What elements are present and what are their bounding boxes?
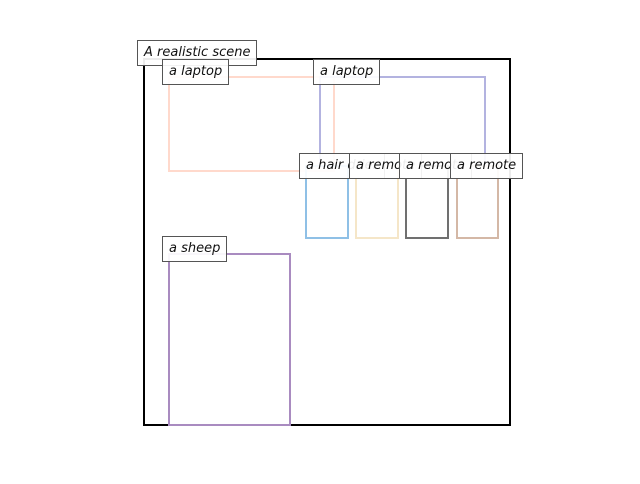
- label-laptop-1: a laptop: [162, 59, 230, 85]
- label-laptop-2: a laptop: [313, 59, 381, 85]
- box-laptop-1: [168, 76, 335, 172]
- label-remote-3: a remote: [450, 153, 524, 179]
- box-sheep: [168, 253, 291, 426]
- label-sheep: a sheep: [162, 236, 228, 262]
